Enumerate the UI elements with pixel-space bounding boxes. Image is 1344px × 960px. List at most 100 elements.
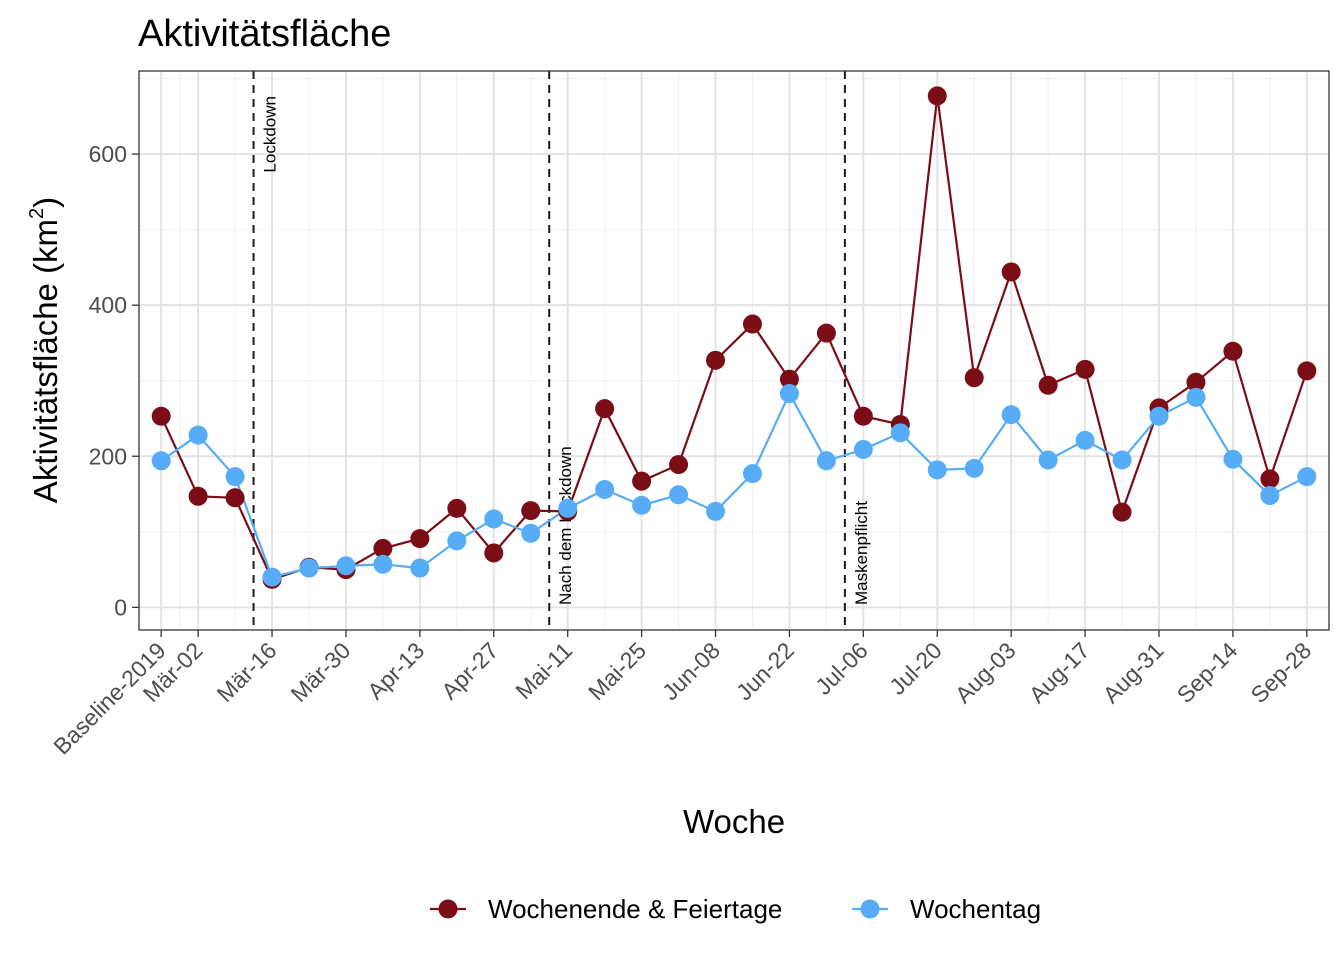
data-point [1260,486,1280,506]
x-tick-label: Aug-17 [1024,637,1095,708]
data-point [816,323,836,343]
data-point [410,558,430,578]
data-point [1112,502,1132,522]
data-point [1001,405,1021,425]
series-line-0 [160,95,1308,581]
x-axis-title: Woche [683,803,785,840]
event-line-label: Lockdown [261,96,280,173]
data-point [484,509,504,529]
plot-panel-border [138,70,1330,631]
data-point [927,86,947,106]
y-axis-title-close: ) [27,197,64,208]
data-point [632,495,652,515]
data-point [779,369,799,389]
y-tick-label: 600 [89,141,127,167]
data-point [151,406,171,426]
y-tick-label: 400 [89,292,127,318]
data-point [225,467,245,487]
data-point [225,488,245,508]
y-axis-title-main: Aktivitätsfläche (km [27,219,64,503]
data-point [336,556,356,576]
x-tick-label: Jun-08 [657,637,725,705]
data-point [1297,467,1317,487]
data-point [1112,450,1132,470]
y-axis-title-superscript: 2 [26,208,48,219]
series-layer [151,86,1317,589]
y-tick-label: 0 [114,594,127,620]
y-axis: 0 200 400 600 [89,141,139,620]
data-point [853,439,873,459]
data-point [188,486,208,506]
x-tick-label: Jul-06 [810,637,873,700]
major-gridlines [139,71,1329,630]
data-point [706,501,726,521]
data-point [410,529,430,549]
data-point [669,485,689,505]
x-tick-label: Apr-27 [436,637,503,704]
data-point [373,538,393,558]
x-tick-label: Jul-20 [884,637,947,700]
legend: Wochenende & Feiertage Wochentag [430,894,1041,924]
data-point [1038,375,1058,395]
y-axis-title: Aktivitätsfläche (km2) [26,197,64,503]
data-point [151,451,171,471]
x-tick-label: Mär-30 [286,637,356,707]
data-point [447,498,467,518]
data-point [521,523,541,543]
data-point [779,384,799,404]
data-point [816,451,836,471]
data-point [1001,262,1021,282]
data-point [373,554,393,574]
series-line-1 [160,391,1308,579]
legend-label: Wochentag [910,894,1041,924]
data-point [521,501,541,521]
x-tick-label: Sep-14 [1172,637,1243,708]
data-point [964,368,984,388]
data-point [1260,469,1280,489]
data-point [558,498,578,518]
legend-label: Wochenende & Feiertage [488,894,782,924]
data-point [632,471,652,491]
legend-key-point [438,899,458,919]
data-point [262,567,282,587]
event-line-label: Nach dem Lockdown [556,446,575,605]
data-point [188,425,208,445]
data-point [1223,341,1243,361]
data-point [669,455,689,475]
x-tick-label: Aug-03 [950,637,1021,708]
data-point [1038,450,1058,470]
minor-gridlines [139,71,1329,630]
data-point [853,406,873,426]
legend-key-point [860,899,880,919]
y-tick-label: 200 [89,443,127,469]
data-point [1149,406,1169,426]
x-tick-label: Jun-22 [731,637,799,705]
data-point [706,350,726,370]
x-tick-label: Apr-13 [362,637,429,704]
x-tick-label: Mär-16 [212,637,282,707]
x-tick-label: Aug-31 [1098,637,1169,708]
data-point [447,531,467,551]
data-point [1223,449,1243,469]
data-point [1186,387,1206,407]
data-point [595,399,615,419]
data-point [964,458,984,478]
data-point [1075,359,1095,379]
x-tick-label: Sep-28 [1246,637,1317,708]
data-point [1186,372,1206,392]
chart-title: Aktivitätsfläche [138,13,391,55]
data-point [890,423,910,443]
data-point [927,460,947,480]
data-point [299,558,319,578]
event-line-label: Maskenpflicht [852,501,871,605]
data-point [484,543,504,563]
data-point [1297,361,1317,381]
x-tick-label: Mai-25 [583,637,651,705]
data-point [742,314,762,334]
data-point [742,464,762,484]
data-point [595,479,615,499]
data-point [1075,430,1095,450]
x-tick-label: Mai-11 [510,637,577,704]
